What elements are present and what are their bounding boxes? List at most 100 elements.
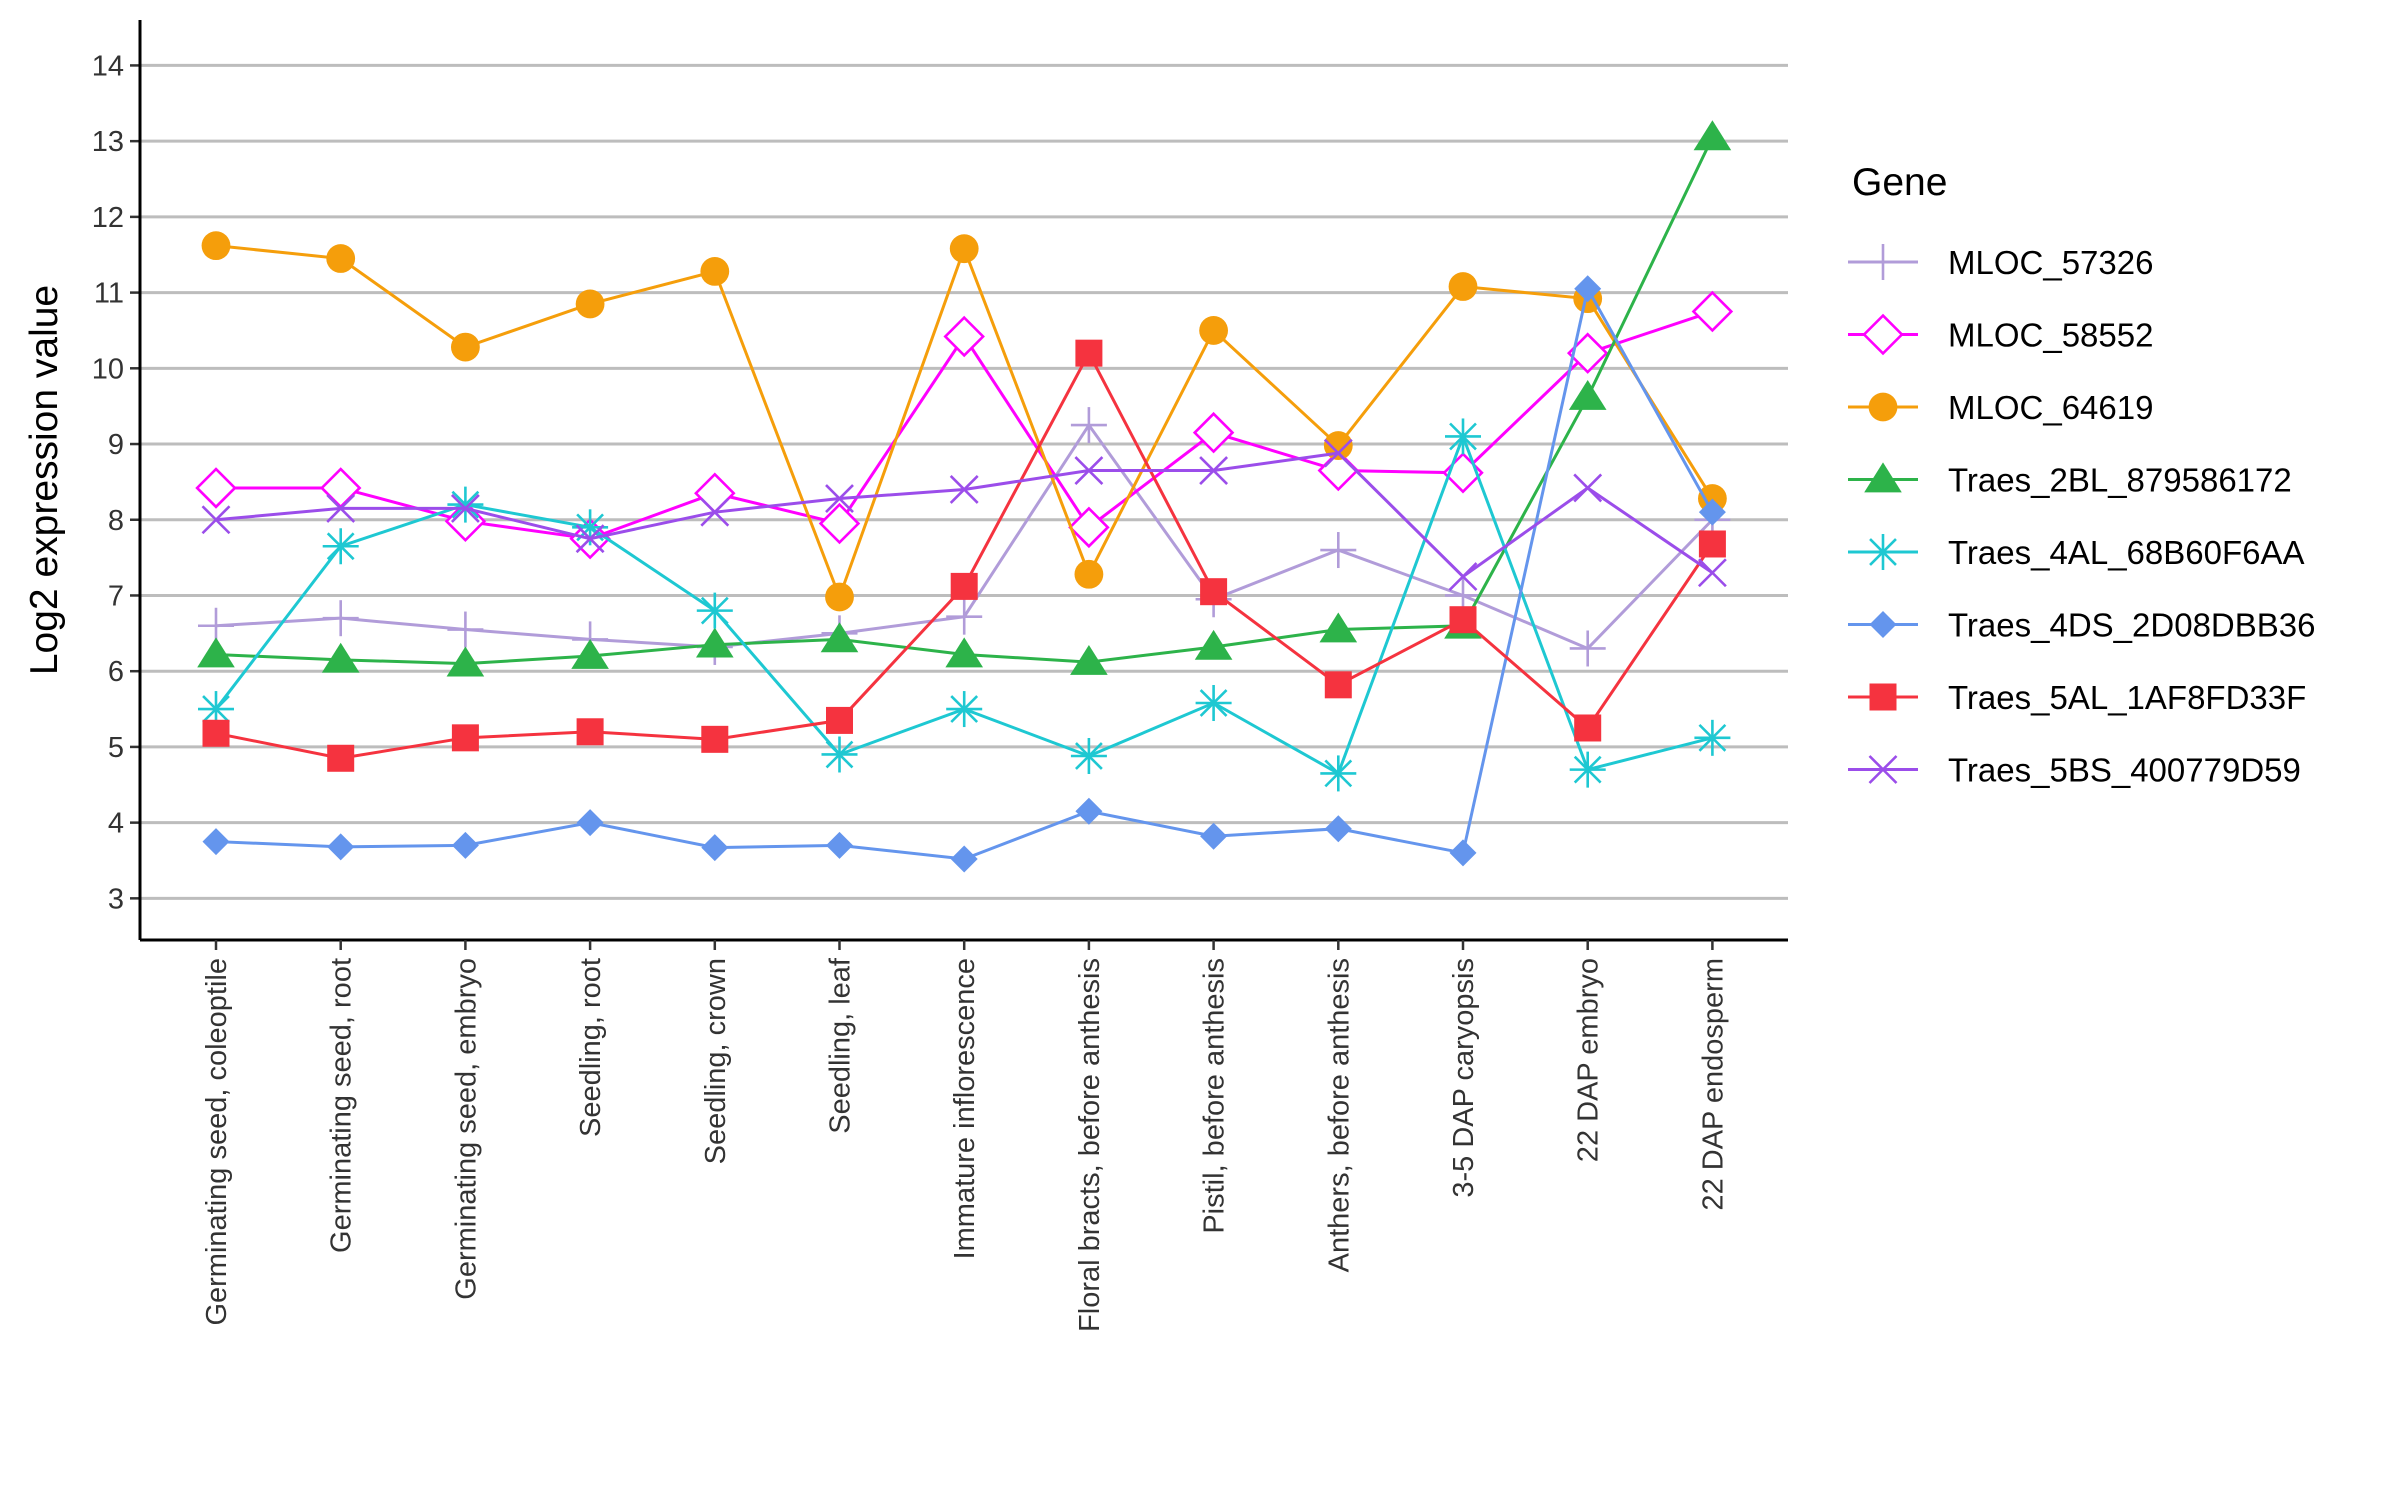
data-point (1070, 738, 1107, 774)
legend-item: Traes_5BS_400779D59 (1848, 752, 2301, 789)
data-point (321, 642, 360, 673)
legend-label: MLOC_57326 (1948, 244, 2153, 281)
legend-label: MLOC_58552 (1948, 317, 2153, 354)
legend-key (1848, 755, 1918, 784)
data-point (447, 611, 484, 648)
axes: Log2 expression value 3 4 5 6 7 8 9 10 11 12 13 14 G… (23, 20, 1788, 1332)
data-point (1574, 714, 1602, 742)
legend-label: Traes_2BL_879586172 (1948, 462, 2292, 499)
data-point (1075, 797, 1103, 825)
x-tick-label: Seedling, root (575, 958, 607, 1137)
data-point (1569, 630, 1606, 667)
y-tick-label: 10 (92, 353, 124, 385)
data-point (1200, 578, 1228, 606)
data-point (1194, 629, 1233, 660)
x-tick-label: Floral bracts, before anthesis (1074, 958, 1106, 1332)
data-point (1320, 532, 1357, 569)
y-tick-label: 8 (108, 505, 124, 537)
legend-item: Traes_4AL_68B60F6AA (1848, 534, 2305, 571)
data-point (575, 289, 605, 319)
data-point (1569, 751, 1606, 788)
data-point (950, 845, 978, 873)
data-point (826, 831, 853, 859)
data-point (1068, 506, 1110, 549)
data-point (1449, 839, 1477, 867)
x-tick-label: Germinating seed, root (326, 958, 358, 1253)
data-point (1199, 456, 1229, 485)
y-tick-label: 11 (94, 278, 124, 310)
legend-key (1848, 683, 1918, 711)
data-point (818, 502, 861, 545)
data-point (1573, 473, 1603, 503)
data-point (701, 834, 729, 862)
y-tick-label: 3 (108, 883, 124, 915)
data-point (1694, 719, 1731, 756)
legend-item: MLOC_57326 (1848, 244, 2153, 281)
legend-key (1848, 462, 1918, 493)
data-point (1698, 530, 1726, 558)
legend-item: MLOC_64619 (1848, 389, 2153, 426)
data-point (451, 724, 479, 752)
series-Traes_5AL_1AF8FD33F (202, 339, 1726, 772)
data-point (1445, 418, 1481, 455)
x-tick-label: Anthers, before anthesis (1323, 958, 1355, 1272)
data-point (322, 600, 359, 637)
x-tick-label: Seedling, crown (700, 958, 732, 1164)
y-tick-label: 4 (108, 808, 124, 840)
data-point (1195, 684, 1232, 721)
series-line (215, 244, 1714, 602)
y-tick-label: 13 (92, 126, 124, 158)
data-point (576, 718, 604, 746)
data-point (949, 234, 979, 264)
y-tick-label: 9 (108, 429, 124, 461)
data-point (946, 598, 983, 635)
legend-key (1848, 611, 1918, 638)
data-point (1698, 484, 1727, 513)
data-point (1449, 606, 1477, 634)
data-point (825, 484, 854, 513)
series-lines (195, 120, 1734, 873)
legend-key (1848, 392, 1918, 422)
data-point (1075, 339, 1103, 367)
data-point (201, 231, 231, 261)
data-point (700, 256, 730, 286)
data-point (576, 809, 604, 837)
data-point (943, 315, 985, 358)
x-tick-label: 3-5 DAP caryopsis (1448, 958, 1480, 1198)
data-point (700, 497, 730, 527)
data-point (575, 524, 605, 554)
data-point (327, 744, 355, 772)
legend-label: Traes_4AL_68B60F6AA (1948, 534, 2305, 571)
data-point (326, 493, 356, 523)
series-MLOC_64619 (201, 231, 1727, 612)
data-point (195, 467, 237, 509)
x-tick-label: 22 DAP endosperm (1697, 958, 1729, 1211)
data-point (1323, 438, 1353, 468)
legend-title: Gene (1852, 161, 1947, 204)
y-tick-label: 5 (108, 732, 124, 764)
data-point (945, 637, 984, 668)
legend-label: Traes_5AL_1AF8FD33F (1948, 679, 2306, 716)
legend-label: Traes_4DS_2D08DBB36 (1948, 607, 2315, 644)
legend-item: Traes_4DS_2D08DBB36 (1848, 607, 2315, 644)
data-point (446, 646, 485, 677)
data-point (696, 592, 733, 629)
series-Traes_5BS_400779D59 (201, 438, 1727, 591)
data-point (1568, 379, 1607, 410)
x-tick-label: Pistil, before anthesis (1199, 958, 1231, 1234)
data-point (1448, 562, 1478, 591)
y-axis-title: Log2 expression value (23, 285, 66, 675)
data-point (327, 833, 355, 861)
data-point (1074, 559, 1104, 589)
data-point (821, 736, 858, 773)
data-point (1070, 407, 1107, 444)
legend-label: Traes_5BS_400779D59 (1948, 752, 2301, 789)
data-point (1448, 272, 1478, 301)
data-point (1070, 645, 1108, 675)
data-point (694, 472, 736, 514)
data-point (322, 528, 359, 565)
x-tick-label: Germinating seed, coleoptile (201, 958, 233, 1326)
data-point (946, 691, 983, 728)
